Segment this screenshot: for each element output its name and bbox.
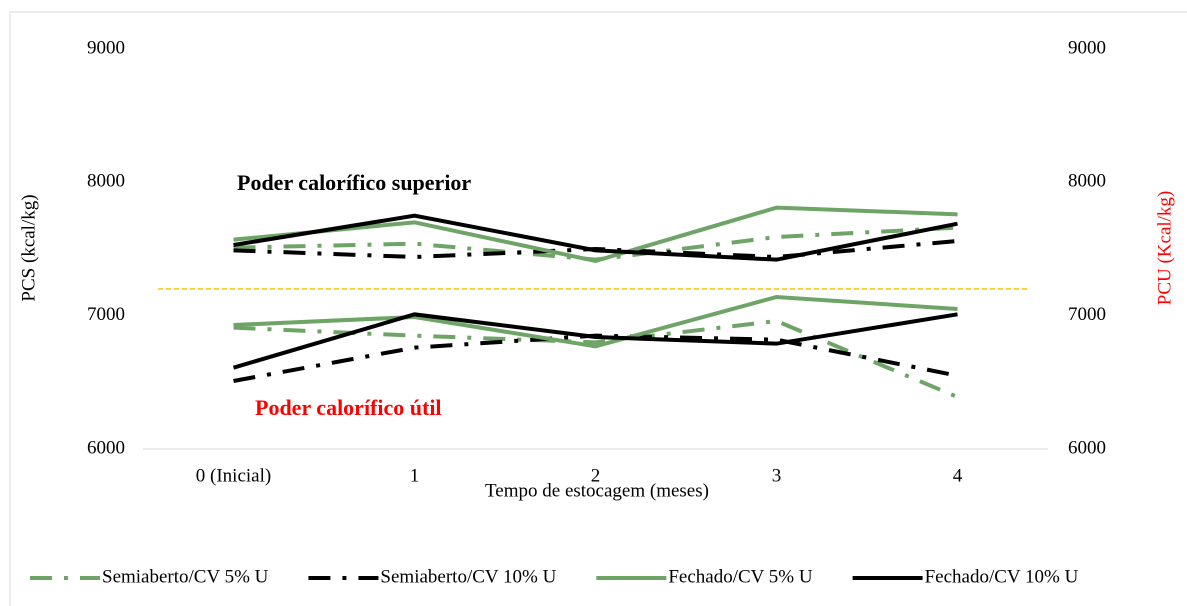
chart-border — [9, 11, 1187, 606]
x-tick-label: 2 — [591, 465, 601, 486]
y2-tick-label: 7000 — [1068, 304, 1106, 325]
legend-label: Fechado/CV 5% U — [668, 566, 813, 587]
y-tick-label: 7000 — [87, 304, 125, 325]
y2-axis-title: PCU (Kcal/kg) — [1154, 191, 1175, 306]
x-tick-label: 1 — [410, 465, 420, 486]
y-tick-label: 8000 — [87, 171, 125, 192]
annotation: Poder calorífico superior — [237, 170, 471, 195]
series-line — [233, 294, 958, 349]
series-line — [233, 205, 958, 264]
x-tick-label: 4 — [953, 465, 963, 486]
series-line — [233, 213, 958, 262]
x-tick-label: 3 — [772, 465, 782, 486]
y-axis-title: PCS (kcal/kg) — [18, 194, 39, 301]
series-line — [232, 312, 958, 370]
y2-tick-label: 6000 — [1068, 437, 1106, 458]
legend-label: Semiaberto/CV 10% U — [380, 566, 556, 587]
y-tick-label: 6000 — [87, 437, 125, 458]
legend-label: Semiaberto/CV 5% U — [102, 566, 269, 587]
y2-tick-label: 8000 — [1068, 171, 1106, 192]
x-tick-label: 0 (Inicial) — [196, 465, 271, 486]
y-tick-label: 9000 — [87, 37, 125, 58]
x-axis-title: Tempo de estocagem (meses) — [485, 480, 709, 501]
y2-tick-label: 9000 — [1068, 37, 1106, 58]
legend-label: Fechado/CV 10% U — [925, 566, 1079, 587]
annotation: Poder calorífico útil — [255, 395, 442, 420]
